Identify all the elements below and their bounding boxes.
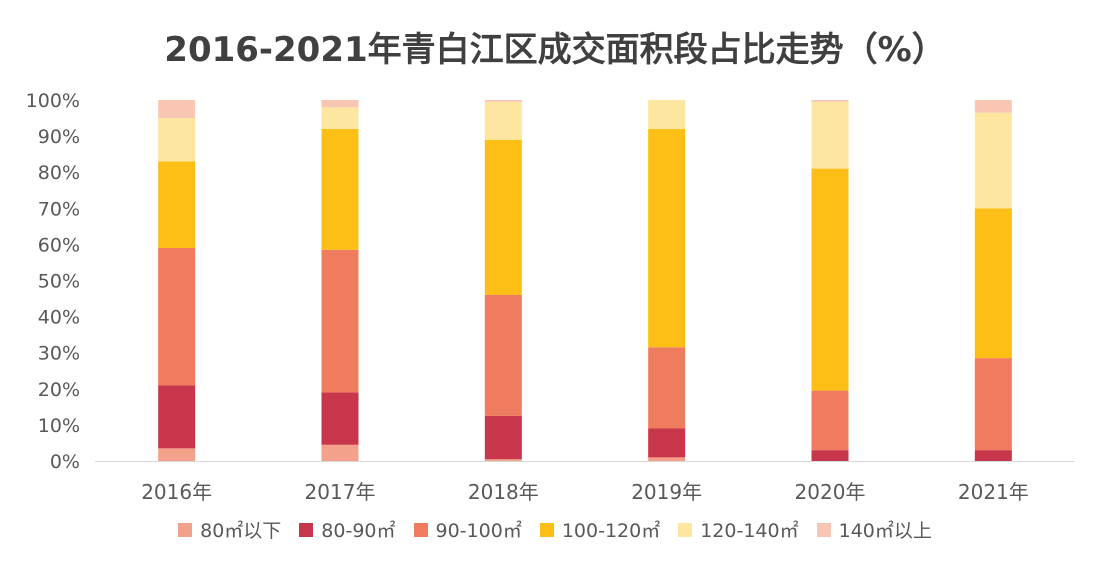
- legend-label: 80㎡以下: [200, 520, 282, 542]
- y-tick-label: 20%: [38, 379, 80, 401]
- bar-segment: [974, 100, 1012, 113]
- legend-label: 140㎡以上: [838, 520, 932, 542]
- y-tick-label: 100%: [26, 90, 80, 112]
- legend: 80㎡以下 80-90㎡ 90-100㎡ 100-120㎡ 120-140㎡ 140㎡以上: [0, 516, 1110, 543]
- bar-segment: [974, 450, 1012, 461]
- x-tick-label: 2016年: [141, 480, 212, 504]
- x-tick-label: 2018年: [468, 480, 539, 504]
- bar-segment: [484, 294, 522, 416]
- legend-swatch: [413, 522, 428, 537]
- bar-segment: [811, 168, 849, 391]
- legend-swatch: [299, 522, 314, 537]
- legend-item: 80-90㎡: [299, 516, 396, 543]
- legend-label: 120-140㎡: [700, 520, 799, 542]
- legend-swatch: [816, 522, 831, 537]
- bar-segment: [321, 392, 359, 445]
- bar-segment: [484, 459, 522, 461]
- bar-segment: [811, 390, 849, 451]
- legend-item: 140㎡以上: [816, 516, 932, 543]
- legend-item: 120-140㎡: [678, 516, 799, 543]
- y-tick-label: 10%: [38, 415, 80, 437]
- bar-segment: [158, 161, 196, 249]
- y-tick-label: 70%: [38, 198, 80, 220]
- y-tick-label: 30%: [38, 343, 80, 365]
- y-tick-label: 60%: [38, 234, 80, 256]
- bar-segment: [484, 139, 522, 295]
- legend-swatch: [178, 522, 193, 537]
- y-tick-label: 80%: [38, 162, 80, 184]
- legend-item: 100-120㎡: [539, 516, 661, 543]
- y-tick-label: 0%: [50, 451, 80, 473]
- bar-segment: [648, 100, 686, 129]
- bar-segment: [158, 385, 196, 449]
- bar-segment: [648, 347, 686, 429]
- x-tick-label: 2020年: [795, 480, 866, 504]
- bar-segment: [811, 450, 849, 461]
- legend-label: 80-90㎡: [321, 520, 396, 542]
- bar-segment: [811, 100, 849, 102]
- bar-segment: [158, 248, 196, 386]
- bar-segment: [321, 249, 359, 393]
- bar-segment: [321, 100, 359, 108]
- legend-swatch: [539, 522, 554, 537]
- bar-segment: [974, 208, 1012, 359]
- bar-segment: [158, 100, 196, 119]
- bar-segment: [811, 101, 849, 169]
- x-tick-label: 2019年: [631, 480, 702, 504]
- legend-swatch: [678, 522, 693, 537]
- bar-segment: [321, 444, 359, 461]
- bar-segment: [648, 128, 686, 348]
- bar-segment: [484, 101, 522, 140]
- legend-label: 90-100㎡: [435, 520, 522, 542]
- bar-segment: [321, 107, 359, 129]
- bar-segment: [484, 415, 522, 460]
- legend-label: 100-120㎡: [561, 520, 661, 542]
- bar-segment: [158, 448, 196, 461]
- y-tick-label: 50%: [38, 271, 80, 293]
- bar-segment: [974, 112, 1012, 209]
- x-tick-label: 2017年: [305, 480, 376, 504]
- bar-segment: [648, 457, 686, 461]
- chart-title: 2016-2021年青白江区成交面积段占比走势（%）: [164, 30, 946, 70]
- bar-segment: [974, 358, 1012, 451]
- bar-segment: [158, 118, 196, 162]
- bar-segment: [484, 100, 522, 102]
- legend-item: 90-100㎡: [413, 516, 522, 543]
- x-tick-label: 2021年: [958, 480, 1029, 504]
- y-tick-label: 90%: [38, 126, 80, 148]
- y-tick-label: 40%: [38, 307, 80, 329]
- legend-item: 80㎡以下: [178, 516, 281, 543]
- bar-segment: [648, 428, 686, 458]
- bar-segment: [321, 128, 359, 250]
